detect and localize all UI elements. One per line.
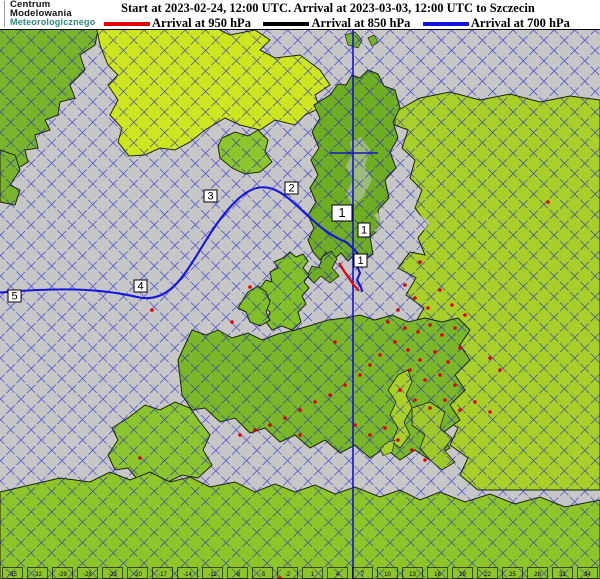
svg-text:1: 1	[338, 205, 345, 220]
svg-text:-17: -17	[158, 572, 167, 578]
svg-text:25: 25	[509, 572, 516, 578]
svg-text:-26: -26	[83, 572, 92, 578]
svg-text:-32: -32	[33, 572, 42, 578]
svg-text:16: 16	[434, 572, 441, 578]
svg-text:1: 1	[357, 255, 363, 267]
svg-text:-14: -14	[183, 572, 192, 578]
svg-text:22: 22	[484, 572, 491, 578]
svg-text:-29: -29	[58, 572, 67, 578]
svg-text:13: 13	[409, 572, 416, 578]
svg-text:4: 4	[336, 572, 340, 578]
svg-text:7: 7	[361, 572, 365, 578]
svg-text:10: 10	[384, 572, 391, 578]
svg-text:-5: -5	[260, 572, 266, 578]
svg-text:3: 3	[207, 191, 213, 203]
svg-text:-8: -8	[235, 572, 241, 578]
svg-text:-11: -11	[208, 572, 217, 578]
svg-text:-35: -35	[8, 572, 17, 578]
svg-text:31: 31	[559, 572, 566, 578]
svg-text:-20: -20	[133, 572, 142, 578]
svg-text:1: 1	[361, 225, 367, 237]
svg-text:19: 19	[459, 572, 466, 578]
svg-text:34: 34	[584, 572, 591, 578]
svg-text:2: 2	[288, 183, 294, 195]
svg-text:-23: -23	[108, 572, 117, 578]
svg-text:5: 5	[11, 291, 17, 303]
svg-text:4: 4	[137, 281, 143, 293]
svg-text:-2: -2	[285, 572, 291, 578]
svg-text:28: 28	[534, 572, 541, 578]
svg-text:1: 1	[311, 572, 315, 578]
